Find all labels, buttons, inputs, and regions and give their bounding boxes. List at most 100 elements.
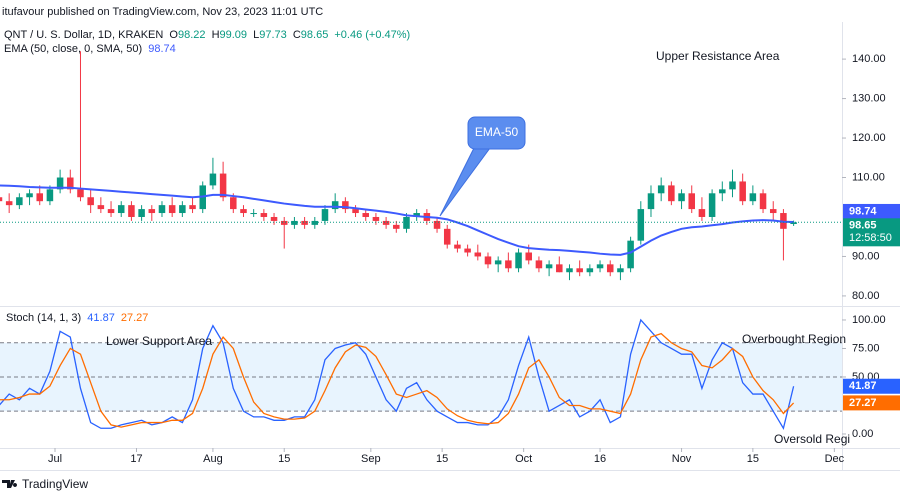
x-tick-label: Dec xyxy=(825,453,845,465)
ema-line xyxy=(0,184,794,256)
candle-body xyxy=(637,209,645,241)
ohlc-letter: C xyxy=(293,29,301,41)
candle-body xyxy=(270,216,278,221)
candle-body xyxy=(596,264,604,269)
stoch-name: Stoch (14, 1, 3) xyxy=(6,312,81,324)
candle-body xyxy=(586,268,594,273)
candle-body xyxy=(719,189,726,194)
y-tick-label: 75.00 xyxy=(852,342,880,354)
x-tick-label: 15 xyxy=(278,453,290,465)
y-tick-label: 110.00 xyxy=(852,171,885,183)
ohlc-letter: L xyxy=(253,29,259,41)
candle-body xyxy=(484,256,492,265)
stoch-tag xyxy=(843,378,900,394)
candle-body xyxy=(179,205,186,214)
candle-body xyxy=(790,222,797,225)
candle-body xyxy=(698,209,706,217)
candle-body xyxy=(250,213,257,215)
candle-body xyxy=(657,185,665,194)
candle-body xyxy=(331,201,339,210)
candle-body xyxy=(158,205,166,214)
price-tag xyxy=(843,218,900,247)
candle-body xyxy=(219,173,227,198)
candle-body xyxy=(413,213,420,217)
x-tick-label: Jul xyxy=(48,453,62,465)
symbol-title: QNT / U. S. Dollar, 1D, KRAKEN xyxy=(4,29,163,41)
candle-body xyxy=(617,268,624,273)
candle-body xyxy=(759,193,767,210)
stoch-line xyxy=(0,332,795,428)
stoch-k-value: 41.87 xyxy=(87,312,115,324)
annotation: EMA-50 xyxy=(475,125,519,139)
candle-body xyxy=(606,264,614,273)
candle-body xyxy=(474,252,482,257)
candle-body xyxy=(566,268,573,273)
published-note: itufavour published on TradingView.com, … xyxy=(2,6,323,18)
y-tick-label: 130.00 xyxy=(852,92,886,104)
stoch-tag xyxy=(843,395,900,411)
ohlc-value: 98.22 xyxy=(178,29,206,41)
ema-tag-label: 98.74 xyxy=(849,205,877,217)
candle-body xyxy=(576,268,583,273)
candle-body xyxy=(46,189,54,202)
candle-body xyxy=(128,205,135,217)
brand: TradingView xyxy=(22,477,88,491)
y-tick-label: 140.00 xyxy=(852,53,886,65)
candle-body xyxy=(505,260,512,269)
candle-body xyxy=(433,220,441,229)
candle-body xyxy=(5,201,13,206)
candle-body xyxy=(515,252,522,269)
candle-body xyxy=(668,185,675,202)
stoch-d-value: 27.27 xyxy=(121,312,149,324)
candle-body xyxy=(769,209,777,214)
candle-body xyxy=(87,197,94,206)
candle-body xyxy=(209,173,217,186)
candle-body xyxy=(291,220,298,225)
candle-body xyxy=(729,181,736,190)
annotation: Overbought Region xyxy=(742,332,846,346)
candle-body xyxy=(525,252,532,261)
candle-body xyxy=(240,209,247,214)
candle-body xyxy=(393,224,400,229)
candle-body xyxy=(464,248,471,253)
change-label: +0.46 (+0.47%) xyxy=(334,29,410,41)
ohlc-letter: O xyxy=(169,29,178,41)
y-tick-label: 120.00 xyxy=(852,132,886,144)
candle-body xyxy=(16,197,23,206)
candle-body xyxy=(36,193,43,202)
candle-body xyxy=(382,220,390,225)
price-tag-label: 98.65 xyxy=(849,220,877,232)
candle-body xyxy=(443,228,451,245)
ohlc-value: 98.65 xyxy=(301,29,329,41)
candle-body xyxy=(362,213,369,217)
annotation: Upper Resistance Area xyxy=(656,49,780,63)
candle-body xyxy=(372,216,380,221)
candle-body xyxy=(688,193,695,210)
ohlc-value: 97.73 xyxy=(259,29,287,41)
candle-body xyxy=(678,193,685,202)
legend-line: QNT / U. S. Dollar, 1D, KRAKEN O98.22 H9… xyxy=(4,29,410,41)
x-tick-label: 16 xyxy=(594,453,606,465)
candle-body xyxy=(168,205,176,214)
candle-body xyxy=(708,193,716,217)
countdown: 12:58:50 xyxy=(849,232,892,244)
candle-body xyxy=(545,264,553,269)
candle-body xyxy=(535,260,543,269)
logo-icon xyxy=(2,480,18,488)
candle-body xyxy=(260,213,268,217)
candle-body xyxy=(301,220,308,225)
ema-tag xyxy=(843,203,900,219)
x-tick-label: 17 xyxy=(130,453,142,465)
candle-body xyxy=(280,220,288,225)
legend-line: Stoch (14, 1, 3) 41.87 27.27 xyxy=(6,312,148,324)
candle-body xyxy=(454,244,461,249)
legend: QNT / U. S. Dollar, 1D, KRAKEN O98.22 H9… xyxy=(4,29,410,324)
x-tick-label: Aug xyxy=(203,453,223,465)
candle-body xyxy=(321,209,329,221)
candle-body xyxy=(311,220,319,225)
candle-body xyxy=(739,181,746,202)
ema-name: EMA (50, close, 0, SMA, 50) xyxy=(4,43,142,55)
